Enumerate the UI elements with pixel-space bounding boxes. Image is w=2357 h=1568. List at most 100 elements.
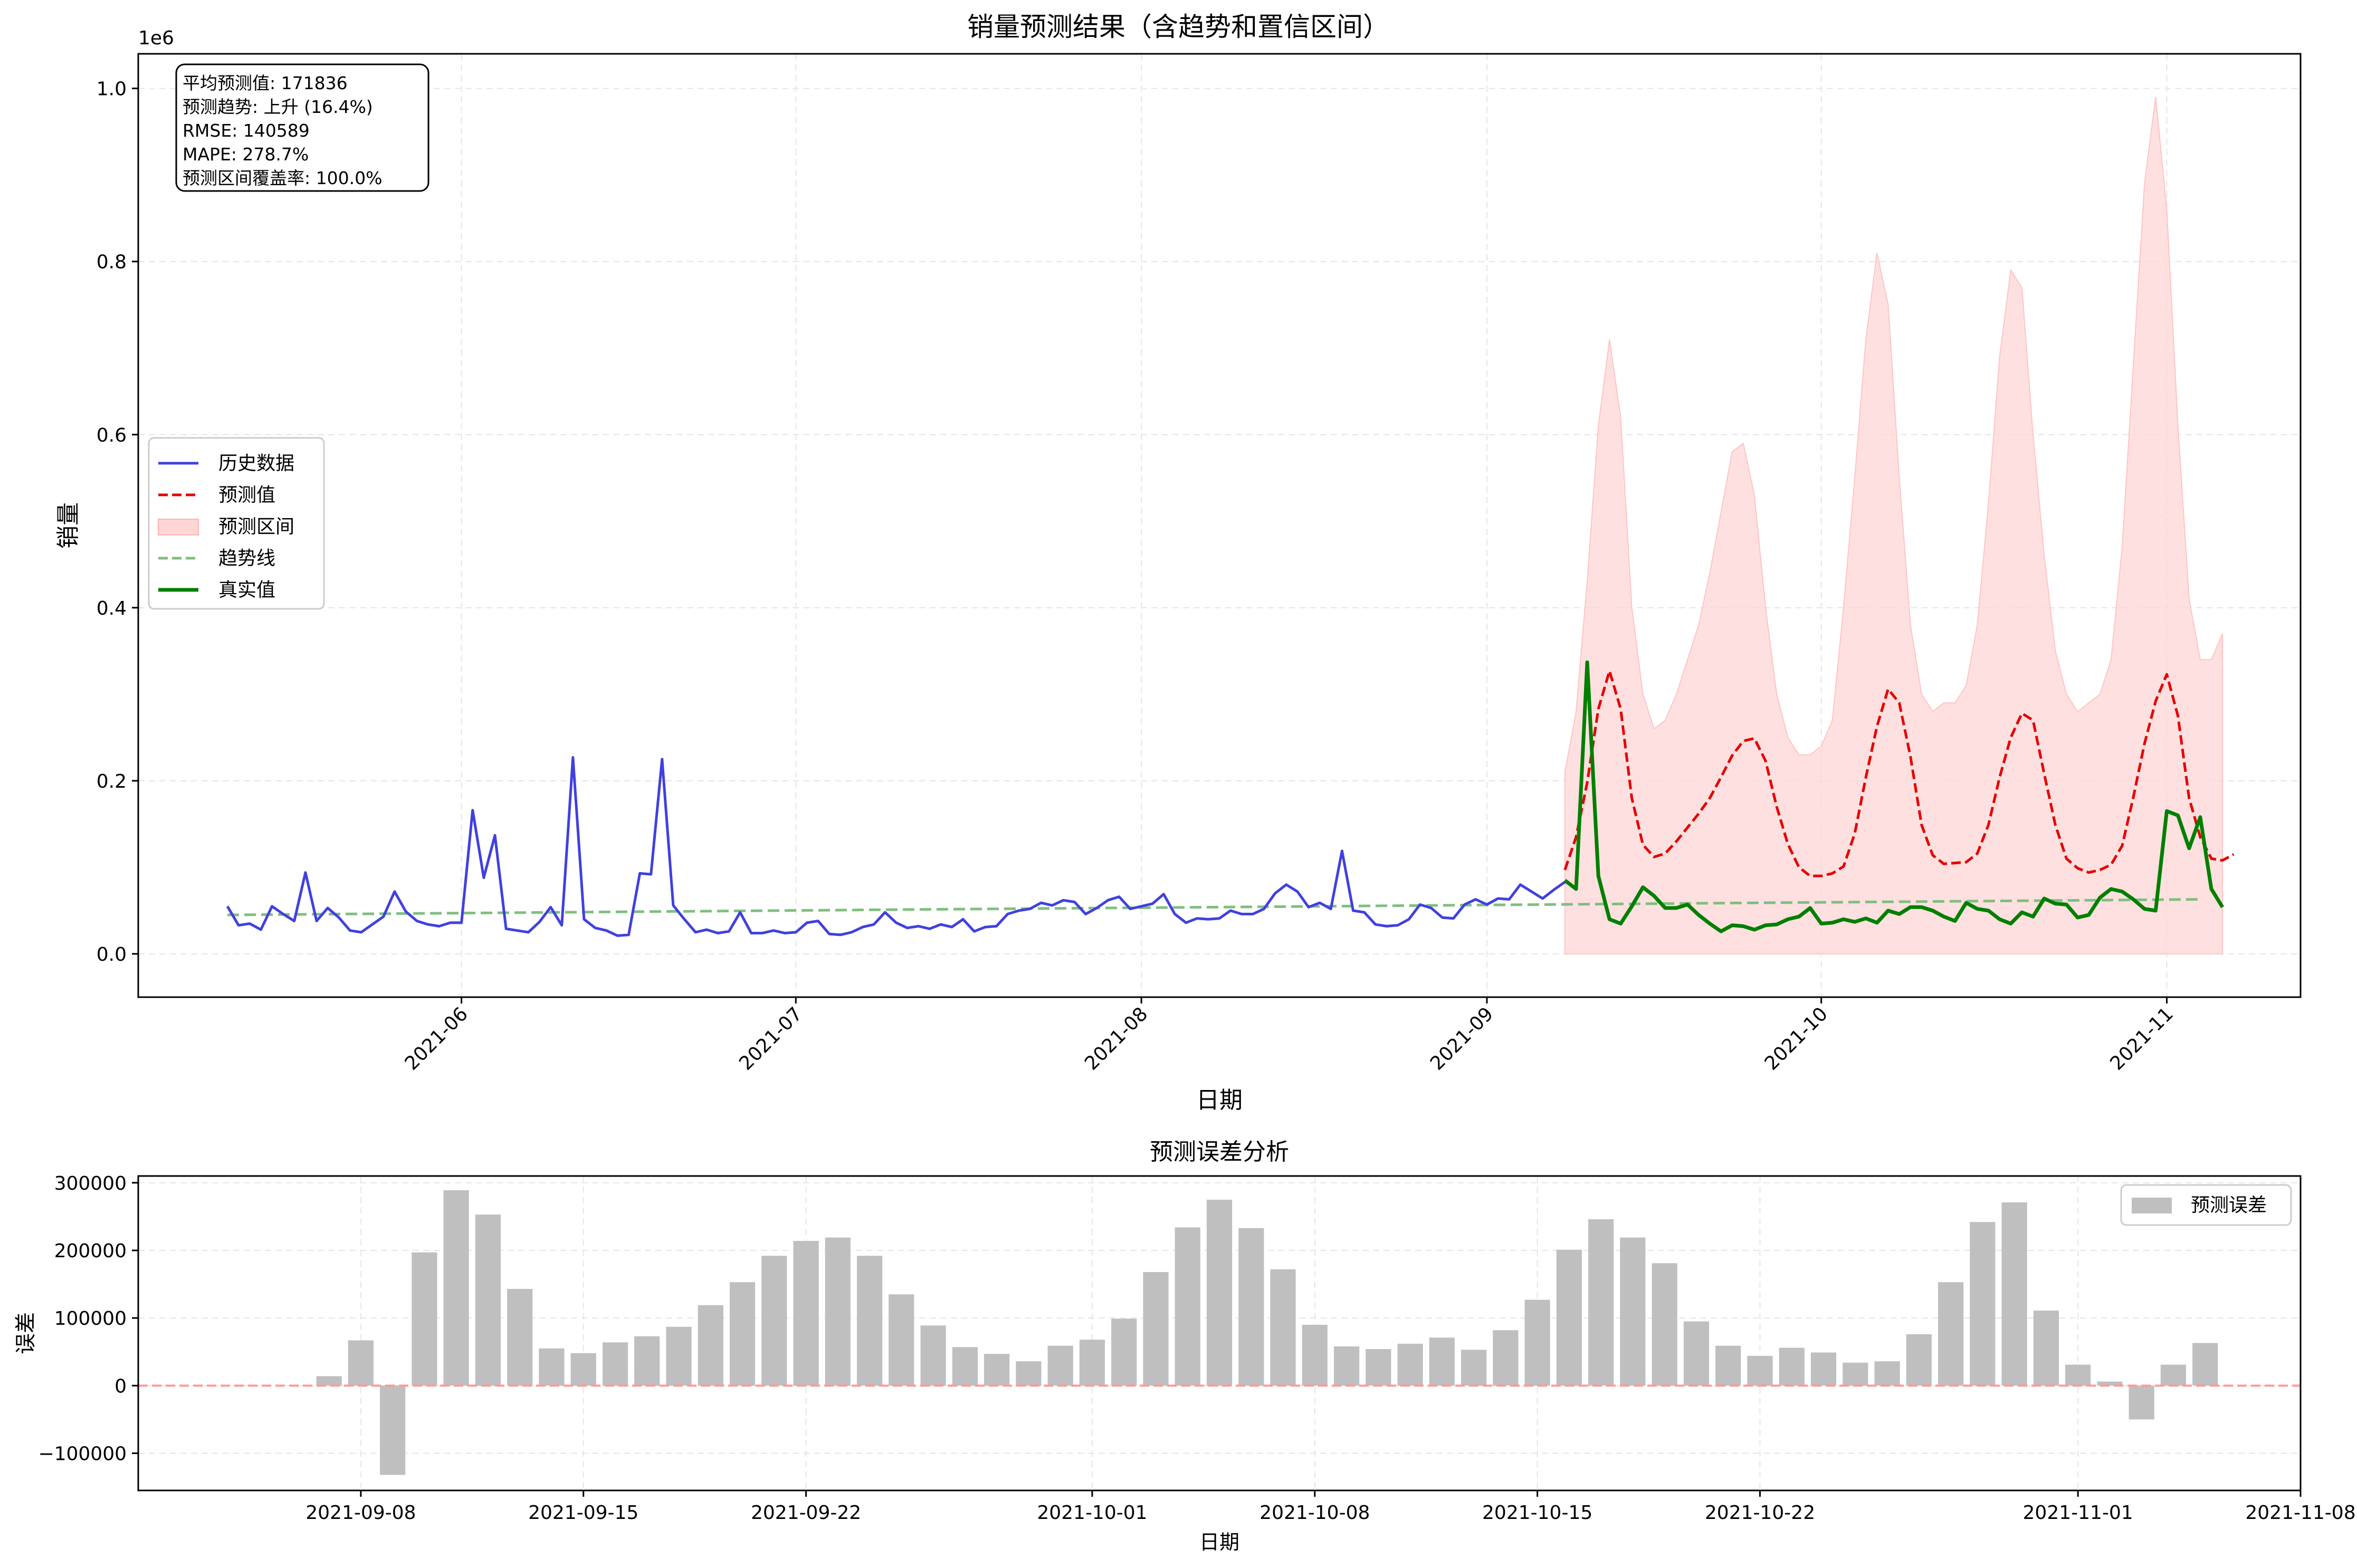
error-bar <box>666 1326 692 1386</box>
error-x-axis: 2021-09-08 2021-09-15 2021-09-22 2021-10-01… <box>306 1490 2356 1524</box>
error-bar <box>920 1325 946 1386</box>
error-bar <box>1588 1219 1614 1386</box>
error-bar <box>475 1215 501 1386</box>
error-bar <box>1906 1334 1932 1386</box>
error-bar <box>507 1289 533 1386</box>
legend-label-interval: 预测区间 <box>218 516 294 538</box>
forecast-lines <box>226 660 2235 937</box>
error-x-tick-label: 2021-11-01 <box>2023 1502 2133 1524</box>
error-chart-title: 预测误差分析 <box>1150 1139 1289 1165</box>
forecast-y-tick-label: 0.0 <box>97 944 127 965</box>
legend-label-actual: 真实值 <box>218 579 275 601</box>
error-bar <box>443 1190 469 1386</box>
error-bar <box>539 1348 565 1386</box>
error-bar <box>2129 1385 2154 1420</box>
error-bar <box>857 1256 883 1386</box>
error-y-axis-label: 误差 <box>14 1312 38 1354</box>
error-bar <box>1810 1352 1837 1386</box>
stats-box: 平均预测值: 171836 预测趋势: 上升 (16.4%) RMSE: 140… <box>175 63 430 192</box>
error-bar <box>316 1376 342 1386</box>
error-bar <box>570 1353 596 1386</box>
legend-label-forecast: 预测值 <box>218 484 275 506</box>
error-bar <box>1779 1347 1805 1386</box>
error-bar <box>1079 1340 1105 1386</box>
error-bar <box>1302 1325 1328 1386</box>
forecast-grid <box>138 54 2301 997</box>
error-bars <box>316 1190 2218 1475</box>
error-y-tick-label: 300000 <box>54 1173 127 1194</box>
error-bar <box>348 1340 374 1386</box>
error-bar <box>1843 1362 1868 1386</box>
stats-trend: 预测趋势: 上升 (16.4%) <box>183 97 373 117</box>
error-bar <box>984 1354 1010 1386</box>
error-bar <box>1715 1345 1741 1386</box>
forecast-y-tick-label: 0.4 <box>97 598 127 619</box>
error-bar <box>793 1241 819 1386</box>
error-x-tick-label: 2021-10-08 <box>1259 1502 1370 1524</box>
error-bar <box>1397 1343 1423 1386</box>
forecast-x-axis-label: 日期 <box>1196 1087 1243 1114</box>
error-bar <box>1429 1337 1455 1386</box>
history-line <box>226 756 1566 937</box>
legend-swatch-error <box>2132 1198 2172 1213</box>
stats-mape: MAPE: 278.7% <box>183 144 309 165</box>
forecast-chart: 销量预测结果（含趋势和置信区间） 0.00.20.40.60.81.0 2021… <box>55 12 2302 1114</box>
error-bar <box>1111 1318 1137 1386</box>
error-bar <box>602 1342 628 1386</box>
error-y-tick-label: 100000 <box>54 1308 127 1330</box>
error-bar <box>1238 1228 1264 1386</box>
error-legend-frame <box>2120 1184 2292 1226</box>
error-x-tick-label: 2021-10-22 <box>1705 1502 1815 1524</box>
stats-mean-forecast: 平均预测值: 171836 <box>183 73 348 93</box>
error-plot-frame <box>137 1175 2302 1491</box>
error-bar <box>2001 1202 2027 1386</box>
stats-rmse: RMSE: 140589 <box>183 120 310 141</box>
error-x-tick-label: 2021-10-01 <box>1037 1502 1147 1524</box>
error-bar <box>1206 1199 1233 1386</box>
error-chart: 预测误差分析 −100000 0 100000 200000 300000 2021-0… <box>14 1139 2356 1554</box>
forecast-y-tick-label: 0.8 <box>97 252 127 273</box>
legend-swatch-interval <box>158 519 199 536</box>
trend-line <box>227 898 2200 916</box>
forecast-plot-frame <box>137 53 2302 998</box>
legend-label-history: 历史数据 <box>218 453 294 474</box>
error-bar <box>1683 1321 1710 1386</box>
error-y-tick-label: 200000 <box>54 1240 127 1262</box>
forecast-y-tick-label: 0.6 <box>97 425 127 446</box>
interval-area <box>1564 97 2224 954</box>
error-bar <box>2065 1364 2091 1386</box>
error-bar <box>1524 1299 1550 1386</box>
error-bar <box>1970 1222 1996 1386</box>
error-legend: 预测误差 <box>2120 1184 2292 1226</box>
error-bar <box>1620 1237 1646 1386</box>
error-bar <box>889 1294 914 1386</box>
forecast-line <box>1563 670 2235 877</box>
error-bar <box>1366 1349 1391 1386</box>
error-bar <box>698 1305 723 1386</box>
error-bar <box>1652 1263 1677 1386</box>
error-y-tick-label: −100000 <box>38 1443 127 1465</box>
error-y-axis: −100000 0 100000 200000 300000 <box>38 1173 138 1465</box>
forecast-interval-area <box>1564 97 2224 954</box>
error-bar <box>1874 1361 1900 1386</box>
legend-label-trend: 趋势线 <box>218 548 275 569</box>
actual-line <box>1563 660 2225 933</box>
forecast-y-tick-label: 0.2 <box>97 771 127 792</box>
forecast-legend-frame <box>148 437 325 610</box>
error-bar <box>1556 1249 1582 1386</box>
error-bar <box>2160 1364 2186 1386</box>
error-bar <box>1747 1355 1773 1386</box>
forecast-chart-title: 销量预测结果（含趋势和置信区间） <box>967 12 1389 42</box>
error-bar <box>1175 1227 1200 1386</box>
error-bar <box>1016 1361 1042 1386</box>
error-x-tick-label: 2021-09-22 <box>751 1502 861 1524</box>
error-bar <box>2033 1311 2059 1386</box>
forecast-legend: 历史数据 预测值 预测区间 趋势线 真实值 <box>148 437 325 610</box>
error-x-tick-label: 2021-10-15 <box>1482 1502 1592 1524</box>
forecast-y-tick-label: 1.0 <box>97 79 127 100</box>
forecast-y-axis: 0.0 0.2 0.4 0.6 0.8 1.0 <box>97 79 138 965</box>
error-bar <box>2097 1381 2123 1386</box>
error-bar <box>1047 1345 1073 1386</box>
